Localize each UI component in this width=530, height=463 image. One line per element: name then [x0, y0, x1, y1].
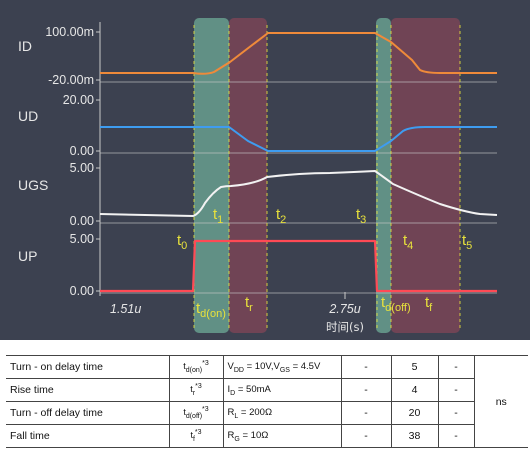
param-condition: RG = 10Ω — [222, 424, 341, 448]
y-tick-label: 0.00 — [70, 144, 94, 158]
scope-background — [0, 0, 530, 340]
table-row: Turn - off delay time td(off)*3 RL = 200Ω -… — [6, 401, 528, 425]
interval-label: td(on) — [196, 300, 226, 320]
param-name: Rise time — [6, 378, 169, 402]
param-name: Turn - off delay time — [6, 401, 169, 425]
panel-name-id: ID — [18, 38, 32, 54]
param-symbol: td(on)*3 — [168, 355, 223, 379]
interval-label: td(off) — [381, 294, 411, 314]
timing-parameter-table: Turn - on delay time td(on)*3 VDD = 10V,VG… — [6, 355, 528, 448]
param-min: - — [340, 355, 391, 379]
param-max: - — [437, 355, 474, 379]
panel-name-ud: UD — [18, 108, 38, 124]
panel-name-up: UP — [18, 248, 37, 264]
param-max: - — [437, 424, 474, 448]
param-condition: ID = 50mA — [222, 378, 341, 402]
param-min: - — [340, 401, 391, 425]
param-max: - — [437, 401, 474, 425]
time-marker-label: t5 — [462, 232, 472, 252]
param-symbol: tr*3 — [168, 378, 223, 402]
time-marker-label: t4 — [403, 232, 413, 252]
ugs-trace — [99, 170, 498, 217]
time-marker-label: t2 — [276, 206, 286, 226]
ud-trace — [100, 126, 497, 152]
tr-band — [229, 18, 267, 333]
table-row: Turn - on delay time td(on)*3 VDD = 10V,VG… — [6, 355, 528, 448]
td-off-band — [376, 18, 391, 333]
panel-name-ugs: UGS — [18, 177, 48, 193]
y-tick-label: 100.00m — [45, 25, 94, 39]
param-unit: ns — [473, 355, 528, 448]
param-min: - — [340, 424, 391, 448]
y-tick-label: 0.00 — [70, 214, 94, 228]
param-condition: RL = 200Ω — [222, 401, 341, 425]
interval-label: tf — [425, 294, 433, 314]
table-row: Rise time tr*3 ID = 50mA -4- — [6, 378, 528, 402]
y-tick-label: 0.00 — [70, 284, 94, 298]
param-name: Fall time — [6, 424, 169, 448]
oscilloscope-chart: ID 100.00m -20.00m UD 20.00 0.00 UGS 5.00 0.00 UP… — [0, 0, 530, 340]
x-tick-label: 2.75u — [328, 302, 360, 316]
time-marker-label: t0 — [177, 232, 187, 252]
y-tick-label: 5.00 — [70, 232, 94, 246]
param-symbol: tf*3 — [168, 424, 223, 448]
param-min: - — [340, 378, 391, 402]
up-trace — [100, 239, 497, 293]
param-typ: 5 — [390, 355, 438, 379]
x-axis-title: 时间(s) — [326, 320, 364, 334]
interval-label: tr — [245, 294, 253, 314]
param-name: Turn - on delay time — [6, 355, 169, 379]
table-row: Fall time tf*3 RG = 10Ω -38- — [6, 424, 528, 448]
param-typ: 20 — [390, 401, 438, 425]
y-tick-label: 5.00 — [70, 161, 94, 175]
time-marker-label: t1 — [213, 206, 223, 226]
x-tick-label: 1.51u — [110, 302, 141, 316]
param-symbol: td(off)*3 — [168, 401, 223, 425]
id-trace — [100, 32, 497, 75]
param-typ: 38 — [390, 424, 438, 448]
time-marker-label: t3 — [356, 206, 366, 226]
y-tick-label: -20.00m — [48, 73, 94, 87]
param-condition: VDD = 10V,VGS = 4.5V — [222, 355, 341, 379]
tf-band — [391, 18, 460, 333]
param-typ: 4 — [390, 378, 438, 402]
param-max: - — [437, 378, 474, 402]
td-on-band — [194, 18, 229, 333]
y-tick-label: 20.00 — [63, 93, 94, 107]
